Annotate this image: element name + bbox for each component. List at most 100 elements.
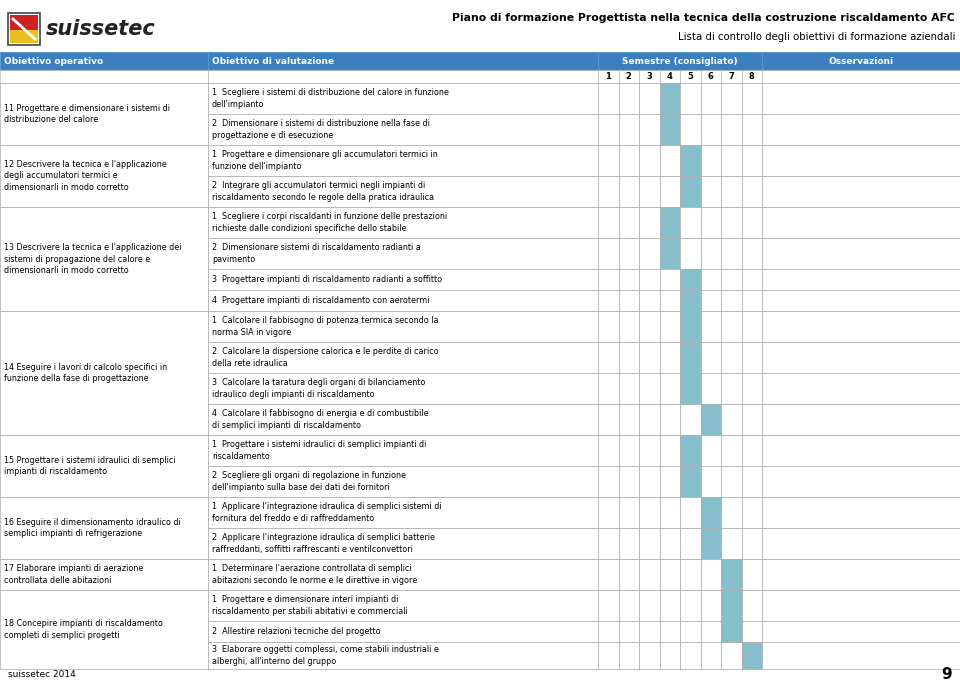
Bar xyxy=(639,373,660,404)
Text: suissetec 2014: suissetec 2014 xyxy=(8,670,76,679)
Text: Obiettivo operativo: Obiettivo operativo xyxy=(4,56,103,65)
Bar xyxy=(701,373,721,404)
Bar xyxy=(618,238,639,269)
Bar xyxy=(660,373,680,404)
Text: Osservazioni: Osservazioni xyxy=(828,56,894,65)
Bar xyxy=(741,435,762,466)
Bar xyxy=(660,404,680,435)
Bar xyxy=(680,621,701,642)
Bar xyxy=(598,342,618,373)
Bar xyxy=(741,590,762,621)
Text: 3  Calcolare la taratura degli organi di bilanciamento
idraulico degli impianti : 3 Calcolare la taratura degli organi di … xyxy=(212,379,425,398)
Bar xyxy=(741,466,762,497)
Bar xyxy=(701,70,721,83)
Bar xyxy=(618,290,639,311)
Bar xyxy=(639,528,660,559)
Bar xyxy=(639,290,660,311)
Text: 2  Allestire relazioni tecniche del progetto: 2 Allestire relazioni tecniche del proge… xyxy=(212,627,380,636)
Bar xyxy=(680,435,701,466)
Bar xyxy=(721,590,741,621)
Text: 16 Eseguire il dimensionamento idraulico di
semplici impianti di refrigerazione: 16 Eseguire il dimensionamento idraulico… xyxy=(4,518,180,538)
Text: 4  Progettare impianti di riscaldamento con aerotermi: 4 Progettare impianti di riscaldamento c… xyxy=(212,296,429,305)
Bar xyxy=(721,642,741,669)
Text: 1  Calcolare il fabbisogno di potenza termica secondo la
norma SIA in vigore: 1 Calcolare il fabbisogno di potenza ter… xyxy=(212,317,439,337)
Text: 2  Dimensionare sistemi di riscaldamento radianti a
pavimento: 2 Dimensionare sistemi di riscaldamento … xyxy=(212,243,420,264)
Text: 2  Dimensionare i sistemi di distribuzione nella fase di
progettazione e di esec: 2 Dimensionare i sistemi di distribuzion… xyxy=(212,120,430,139)
Bar xyxy=(660,642,680,669)
Bar xyxy=(598,70,618,83)
Bar xyxy=(618,176,639,207)
Bar xyxy=(762,621,960,642)
Bar xyxy=(721,145,741,176)
Bar xyxy=(701,642,721,669)
Bar xyxy=(618,311,639,342)
Bar xyxy=(721,207,741,238)
Bar xyxy=(10,30,38,43)
Bar xyxy=(208,373,598,404)
Bar xyxy=(701,176,721,207)
Text: 1  Scegliere i sistemi di distribuzione del calore in funzione
dell'impianto: 1 Scegliere i sistemi di distribuzione d… xyxy=(212,89,449,109)
Bar xyxy=(660,290,680,311)
Bar xyxy=(208,176,598,207)
Bar xyxy=(721,114,741,145)
Bar xyxy=(208,114,598,145)
Bar xyxy=(701,435,721,466)
Bar xyxy=(639,207,660,238)
Bar xyxy=(0,52,960,53)
Bar xyxy=(721,342,741,373)
Bar xyxy=(598,435,618,466)
Bar xyxy=(680,269,701,290)
Bar xyxy=(0,435,208,497)
Bar xyxy=(660,83,680,114)
Bar xyxy=(0,145,208,207)
Text: Lista di controllo degli obiettivi di formazione aziendali: Lista di controllo degli obiettivi di fo… xyxy=(678,32,955,43)
Bar xyxy=(721,176,741,207)
Bar xyxy=(741,311,762,342)
Bar xyxy=(680,176,701,207)
Bar xyxy=(618,497,639,528)
Bar xyxy=(598,590,618,621)
Bar xyxy=(721,83,741,114)
Bar xyxy=(721,621,741,642)
Bar xyxy=(701,269,721,290)
Bar xyxy=(598,145,618,176)
Text: 1  Progettare e dimensionare interi impianti di
riscaldamento per stabili abitat: 1 Progettare e dimensionare interi impia… xyxy=(212,596,408,616)
Bar xyxy=(639,404,660,435)
Bar xyxy=(762,497,960,528)
Bar xyxy=(680,145,701,176)
Text: 1: 1 xyxy=(606,72,612,81)
Text: Piano di formazione Progettista nella tecnica della costruzione riscaldamento AF: Piano di formazione Progettista nella te… xyxy=(452,13,955,23)
Bar xyxy=(639,621,660,642)
Bar xyxy=(639,145,660,176)
Bar xyxy=(680,497,701,528)
Bar xyxy=(741,642,762,669)
Bar xyxy=(721,528,741,559)
Bar xyxy=(618,373,639,404)
Bar xyxy=(701,145,721,176)
Text: 2  Calcolare la dispersione calorica e le perdite di carico
della rete idraulica: 2 Calcolare la dispersione calorica e le… xyxy=(212,348,439,368)
Bar xyxy=(741,404,762,435)
Bar xyxy=(660,207,680,238)
Bar xyxy=(762,290,960,311)
Bar xyxy=(701,114,721,145)
Text: 13 Descrivere la tecnica e l'applicazione dei
sistemi di propagazione del calore: 13 Descrivere la tecnica e l'applicazion… xyxy=(4,243,181,275)
Bar xyxy=(680,114,701,145)
Text: 6: 6 xyxy=(708,72,713,81)
Bar xyxy=(618,404,639,435)
Bar xyxy=(0,83,208,145)
Bar xyxy=(660,269,680,290)
Bar xyxy=(741,145,762,176)
Bar xyxy=(680,404,701,435)
Bar xyxy=(208,642,598,669)
Bar xyxy=(639,497,660,528)
Bar xyxy=(639,642,660,669)
Bar xyxy=(0,52,208,70)
Bar xyxy=(741,373,762,404)
Bar xyxy=(680,207,701,238)
Bar xyxy=(721,269,741,290)
Bar xyxy=(208,238,598,269)
Bar xyxy=(660,528,680,559)
Bar xyxy=(762,238,960,269)
Bar xyxy=(598,404,618,435)
Bar xyxy=(741,528,762,559)
